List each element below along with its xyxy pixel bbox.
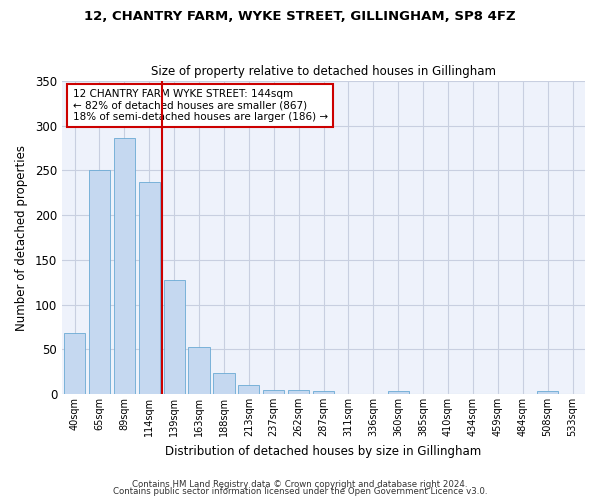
Bar bbox=[114, 138, 135, 394]
Bar bbox=[263, 390, 284, 394]
Bar bbox=[313, 392, 334, 394]
Y-axis label: Number of detached properties: Number of detached properties bbox=[15, 144, 28, 330]
Text: 12, CHANTRY FARM, WYKE STREET, GILLINGHAM, SP8 4FZ: 12, CHANTRY FARM, WYKE STREET, GILLINGHA… bbox=[84, 10, 516, 23]
Bar bbox=[64, 333, 85, 394]
X-axis label: Distribution of detached houses by size in Gillingham: Distribution of detached houses by size … bbox=[166, 444, 482, 458]
Bar bbox=[288, 390, 309, 394]
Title: Size of property relative to detached houses in Gillingham: Size of property relative to detached ho… bbox=[151, 66, 496, 78]
Bar bbox=[388, 392, 409, 394]
Bar bbox=[89, 170, 110, 394]
Bar bbox=[238, 385, 259, 394]
Text: 12 CHANTRY FARM WYKE STREET: 144sqm
← 82% of detached houses are smaller (867)
1: 12 CHANTRY FARM WYKE STREET: 144sqm ← 82… bbox=[73, 89, 328, 122]
Bar bbox=[214, 374, 235, 394]
Bar bbox=[537, 392, 558, 394]
Text: Contains HM Land Registry data © Crown copyright and database right 2024.: Contains HM Land Registry data © Crown c… bbox=[132, 480, 468, 489]
Bar bbox=[188, 346, 209, 394]
Bar bbox=[139, 182, 160, 394]
Bar bbox=[164, 280, 185, 394]
Text: Contains public sector information licensed under the Open Government Licence v3: Contains public sector information licen… bbox=[113, 487, 487, 496]
